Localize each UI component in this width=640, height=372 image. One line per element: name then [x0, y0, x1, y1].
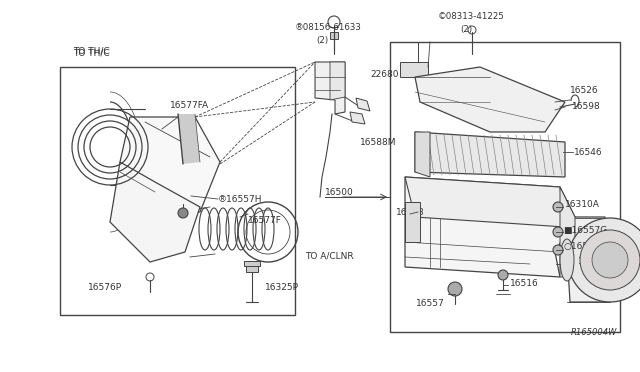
Polygon shape: [405, 202, 420, 242]
Polygon shape: [350, 112, 365, 124]
Polygon shape: [356, 98, 370, 111]
Polygon shape: [415, 132, 565, 177]
Text: 16577FA: 16577FA: [170, 100, 209, 109]
Polygon shape: [120, 117, 220, 217]
Text: 16557: 16557: [416, 299, 445, 308]
Text: (2): (2): [316, 35, 328, 45]
Text: (2): (2): [460, 25, 472, 33]
Text: 16310A: 16310A: [565, 199, 600, 208]
Circle shape: [553, 202, 563, 212]
Polygon shape: [315, 62, 345, 114]
Text: ®08156-61633: ®08156-61633: [295, 22, 362, 32]
Text: 16588M: 16588M: [360, 138, 397, 147]
Text: ○16576E: ○16576E: [563, 243, 605, 251]
Polygon shape: [415, 132, 430, 177]
Text: 16516: 16516: [510, 279, 539, 289]
Bar: [400, 62, 428, 77]
Polygon shape: [565, 217, 610, 302]
Text: 16528: 16528: [396, 208, 424, 217]
Ellipse shape: [560, 239, 574, 281]
Text: TO TH/C: TO TH/C: [73, 46, 109, 55]
Circle shape: [178, 208, 188, 218]
Polygon shape: [110, 162, 200, 262]
Text: TO A/CLNR: TO A/CLNR: [305, 251, 354, 260]
Circle shape: [592, 242, 628, 278]
Text: ©08313-41225: ©08313-41225: [438, 12, 505, 20]
Bar: [390, 42, 620, 332]
Bar: [246, 266, 258, 272]
Polygon shape: [415, 67, 565, 132]
Polygon shape: [330, 62, 345, 100]
Circle shape: [553, 227, 563, 237]
Text: 16577F: 16577F: [248, 215, 282, 224]
Polygon shape: [405, 177, 565, 227]
Text: ®16557H: ®16557H: [218, 195, 262, 203]
Text: 16500: 16500: [325, 187, 354, 196]
Text: 16526: 16526: [570, 86, 598, 94]
Text: 22680: 22680: [370, 70, 399, 78]
Bar: [60, 67, 295, 315]
Polygon shape: [405, 177, 575, 277]
Circle shape: [553, 245, 563, 255]
Text: 16546: 16546: [574, 148, 603, 157]
Text: ■16557G: ■16557G: [563, 225, 607, 234]
Text: TO TH/C: TO TH/C: [73, 48, 109, 57]
Text: R165004W: R165004W: [571, 328, 617, 337]
Text: 16300X: 16300X: [578, 257, 613, 266]
Circle shape: [448, 282, 462, 296]
Text: 16576P: 16576P: [88, 282, 122, 292]
Text: 16325P: 16325P: [265, 282, 299, 292]
Circle shape: [580, 230, 640, 290]
Circle shape: [498, 270, 508, 280]
Polygon shape: [560, 187, 575, 277]
Circle shape: [568, 218, 640, 302]
Bar: [244, 261, 260, 266]
Bar: [330, 32, 338, 39]
Polygon shape: [178, 114, 200, 164]
Bar: [175, 182, 193, 204]
Text: 16598: 16598: [572, 102, 601, 110]
